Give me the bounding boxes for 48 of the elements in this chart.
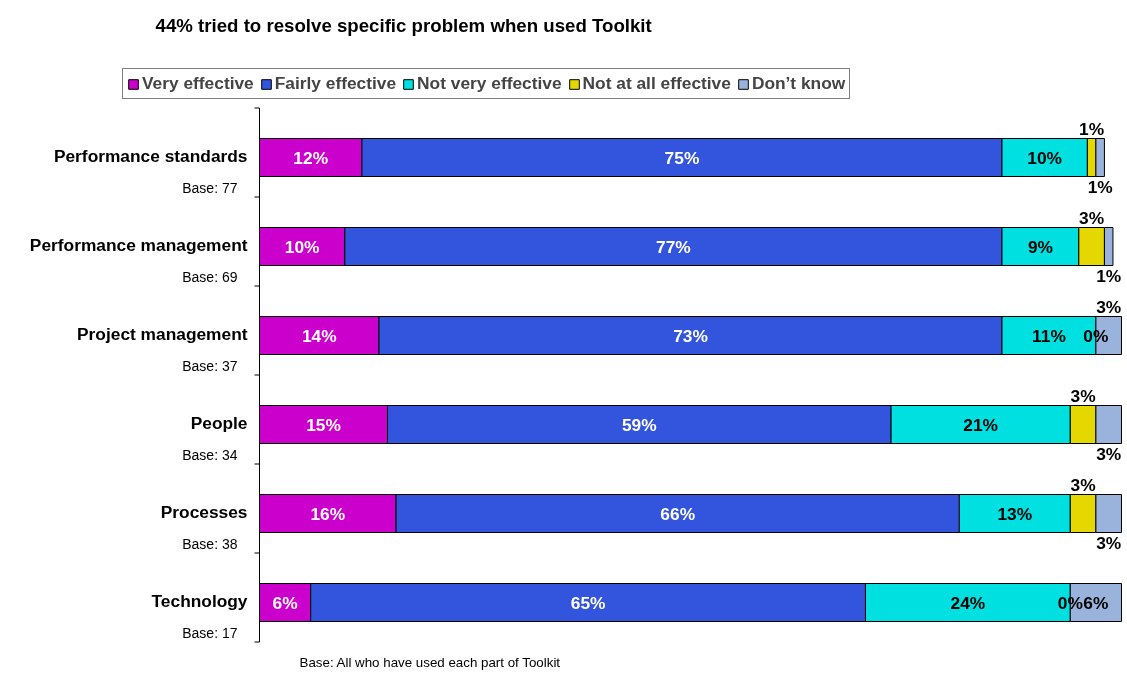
data-label: 66% [660,503,696,524]
legend-label: Very effective [142,73,254,94]
text: Base: 37 [182,357,238,374]
data-label: 14% [301,325,337,346]
text: Base: 77 [182,179,238,196]
y-tick-label: Performance management [29,234,248,255]
y-tick-label: Performance standards [53,145,248,166]
data-label: 6% [272,592,298,613]
y-tick-label: Project management [77,323,248,344]
y-tick-label: People [190,412,248,433]
text: Base: 69 [182,268,238,285]
data-label: 21% [963,414,999,435]
data-label: 3% [1070,385,1096,406]
data-label: 3% [1070,474,1096,495]
data-label: 10% [284,236,320,257]
y-tick-label: Technology [151,590,248,611]
data-label: 1% [1079,118,1105,139]
data-label: 24% [950,592,986,613]
data-label: 6% [1083,592,1109,613]
legend-label: Fairly effective [274,73,397,94]
data-label: 77% [656,236,691,257]
data-label: 0% [1057,592,1083,613]
data-label: 15% [306,414,341,435]
text: Base: 38 [182,535,238,552]
y-tick-label: Processes [160,501,248,522]
data-label: 10% [1027,147,1063,168]
data-label: 65% [570,592,606,613]
data-label: 16% [310,503,346,524]
data-label: 1% [1096,265,1122,286]
legend-label: Not at all effective [582,73,731,94]
data-label: 73% [673,325,708,346]
text: Base: 34 [182,446,238,463]
chart-title: 44% tried to resolve specific problem when used Toolkit [155,15,652,36]
data-label: 13% [997,503,1033,524]
data-label: 3% [1096,443,1122,464]
data-label: 59% [621,414,657,435]
data-label: 3% [1096,532,1122,553]
data-label: 75% [664,147,700,168]
legend-label: Not very effective [417,73,562,94]
data-label: 1% [1087,176,1113,197]
data-label: 12% [293,147,329,168]
text: Base: All who have used each part of Toolkit [299,655,561,670]
legend-label: Don’t know [751,73,846,94]
data-label: 3% [1079,207,1105,228]
data-label: 11% [1032,325,1066,346]
data-label: 3% [1096,296,1122,317]
data-label: 9% [1027,236,1053,257]
text: Base: 17 [182,624,238,641]
